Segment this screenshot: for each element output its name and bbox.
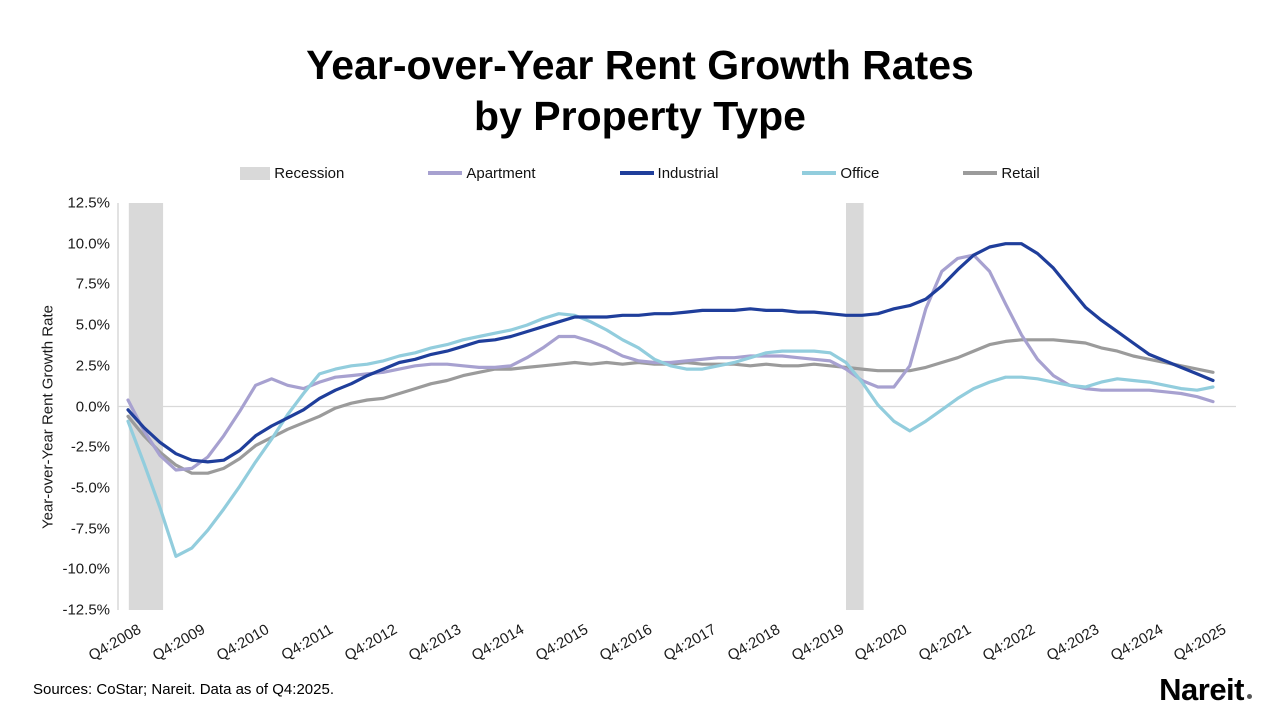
x-tick-label: Q4:2022: [979, 621, 1039, 665]
y-axis-ticks: 12.5% 10.0% 7.5% 5.0% 2.5% 0.0% -2.5% -5.0% -7.5…: [0, 0, 110, 720]
legend-label: Apartment: [466, 164, 536, 182]
y-tick-label: 10.0%: [67, 235, 110, 253]
recession-swatch-icon: [240, 166, 271, 180]
nareit-logo-dot-icon: [1247, 694, 1252, 699]
chart-title: Year-over-Year Rent Growth Rates by Prop…: [0, 40, 1280, 142]
y-tick-label: 12.5%: [67, 194, 110, 212]
x-tick-label: Q4:2023: [1043, 621, 1102, 665]
legend-label: Industrial: [657, 164, 719, 182]
x-tick-label: Q4:2011: [278, 621, 336, 664]
legend-label: Recession: [274, 164, 345, 182]
x-tick-label: Q4:2012: [341, 621, 400, 665]
legend: Recession Apartment Industrial Office Re…: [0, 163, 1280, 183]
x-tick-label: Q4:2017: [660, 621, 719, 665]
y-axis-title: Year-over-Year Rent Growth Rate: [39, 304, 57, 530]
legend-label: Retail: [1001, 164, 1040, 182]
x-tick-label: Q4:2018: [724, 621, 783, 665]
x-tick-label: Q4:2025: [1171, 621, 1230, 665]
y-tick-label: -12.5%: [62, 601, 110, 619]
chart-title-line-2: by Property Type: [474, 93, 806, 139]
chart-title-line-1: Year-over-Year Rent Growth Rates: [306, 42, 974, 88]
x-tick-label: Q4:2010: [213, 621, 273, 665]
nareit-logo: Nareit: [1159, 672, 1252, 708]
y-tick-label: -2.5%: [70, 438, 110, 456]
series-industrial-line: [126, 242, 1215, 464]
y-tick-label: 0.0%: [75, 398, 110, 415]
x-tick-label: Q4:2021: [915, 621, 975, 665]
y-tick-label: -7.5%: [70, 520, 110, 538]
x-tick-label: Q4:2009: [149, 621, 209, 665]
x-tick-label: Q4:2019: [788, 621, 847, 665]
y-tick-label: -5.0%: [70, 479, 110, 497]
industrial-line-swatch-icon: [619, 171, 654, 175]
x-tick-label: Q4:2008: [86, 621, 145, 665]
y-tick-label: -10.0%: [62, 560, 110, 578]
x-tick-label: Q4:2014: [469, 621, 528, 665]
legend-item-retail: Retail: [963, 164, 1040, 182]
series-office-line: [126, 312, 1215, 558]
source-note: Sources: CoStar; Nareit. Data as of Q4:2…: [33, 681, 334, 698]
x-tick-label: Q4:2013: [405, 621, 464, 665]
y-tick-label: 5.0%: [75, 316, 110, 334]
legend-item-industrial: Industrial: [619, 164, 719, 182]
legend-label: Office: [840, 164, 880, 182]
x-tick-label: Q4:2024: [1107, 621, 1166, 665]
legend-item-apartment: Apartment: [428, 164, 536, 182]
nareit-logo-text: Nareit: [1159, 672, 1244, 707]
x-tick-label: Q4:2020: [852, 621, 911, 665]
y-tick-label: 2.5%: [75, 357, 110, 375]
office-line-swatch-icon: [802, 171, 837, 175]
retail-line-swatch-icon: [963, 171, 998, 175]
y-tick-label: 7.5%: [75, 275, 110, 293]
x-tick-label: Q4:2016: [596, 621, 656, 665]
apartment-line-swatch-icon: [428, 171, 463, 175]
legend-item-recession: Recession: [240, 165, 344, 182]
legend-item-office: Office: [802, 165, 879, 182]
x-tick-label: Q4:2015: [532, 621, 592, 665]
